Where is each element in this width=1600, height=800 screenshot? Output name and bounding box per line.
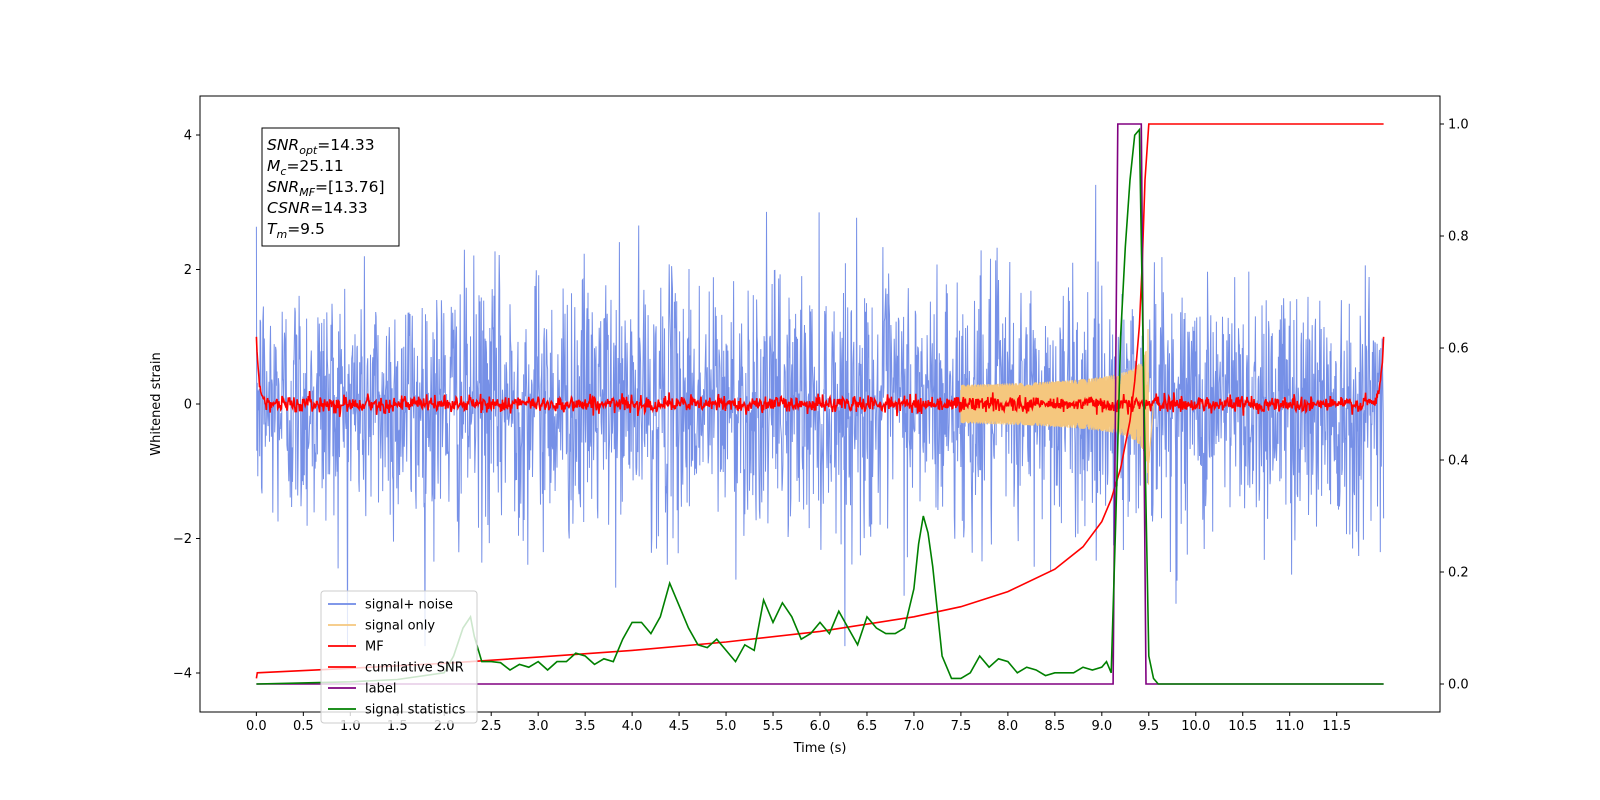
- series-mf: [255, 336, 1385, 418]
- legend-entry-label: MF: [365, 640, 384, 655]
- legend-entry-label: signal+ noise: [365, 598, 453, 613]
- x-tick-label: 0.5: [293, 719, 314, 734]
- series-signal-only: [960, 328, 1155, 485]
- x-tick-label: 9.5: [1138, 719, 1159, 734]
- x-tick-label: 3.0: [528, 719, 549, 734]
- legend-frame: [320, 590, 478, 724]
- x-tick-label: 8.0: [998, 719, 1019, 734]
- legend-entry-label: signal statistics: [365, 703, 466, 718]
- y-tick-label: 0: [184, 398, 192, 413]
- info-box-line: SNRMF=[13.76]: [267, 178, 385, 199]
- y2-tick-label: 0.8: [1448, 230, 1469, 245]
- info-box-frame: [261, 127, 400, 247]
- y2-tick-label: 1.0: [1448, 118, 1469, 133]
- y-tick-label: −2: [173, 532, 192, 547]
- x-tick-label: 8.5: [1045, 719, 1066, 734]
- x-tick-label: 6.0: [810, 719, 831, 734]
- legend-entry-label: cumilative SNR: [365, 661, 464, 676]
- x-tick-label: 10.0: [1181, 719, 1210, 734]
- x-tick-label: 7.5: [951, 719, 972, 734]
- x-axis-label: Time (s): [793, 741, 847, 756]
- info-box-line: CSNR=14.33: [267, 199, 368, 217]
- plot-area: [255, 123, 1385, 685]
- x-tick-label: 10.5: [1228, 719, 1257, 734]
- y-tick-label: 2: [184, 263, 192, 278]
- x-tick-label: 11.5: [1322, 719, 1351, 734]
- series-signal-noise: [255, 184, 1385, 647]
- x-tick-label: 11.0: [1275, 719, 1304, 734]
- series-cumulative-snr: [255, 123, 1384, 679]
- legend: signal+ noise signal only MF cumilative SNR…: [320, 590, 478, 724]
- x-tick-label: 2.5: [481, 719, 502, 734]
- info-box-line: Mc=25.11: [267, 157, 344, 178]
- y2-tick-label: 0.2: [1448, 566, 1469, 581]
- x-tick-label: 9.0: [1091, 719, 1112, 734]
- x-tick-label: 3.5: [575, 719, 596, 734]
- info-box: SNRopt=14.33Mc=25.11SNRMF=[13.76]CSNR=14…: [261, 127, 400, 247]
- legend-entry-label: signal only: [365, 619, 435, 634]
- series-signal-statistics: [256, 127, 1384, 685]
- x-tick-label: 5.0: [716, 719, 737, 734]
- y2-tick-label: 0.6: [1448, 342, 1469, 357]
- x-tick-label: 4.5: [669, 719, 690, 734]
- x-tick-label: 4.0: [622, 719, 643, 734]
- y-axis-label: Whitened strain: [149, 352, 164, 455]
- y-tick-label: 4: [184, 129, 192, 144]
- legend-entry-label: label: [365, 682, 396, 697]
- x-tick-label: 7.0: [904, 719, 925, 734]
- info-box-line: SNRopt=14.33: [267, 136, 375, 157]
- y-tick-label: −4: [173, 666, 192, 681]
- x-tick-label: 6.5: [857, 719, 878, 734]
- x-tick-label: 5.5: [763, 719, 784, 734]
- info-box-line: Tm=9.5: [267, 220, 325, 241]
- y2-tick-label: 0.0: [1448, 678, 1469, 693]
- x-tick-label: 0.0: [246, 719, 267, 734]
- y2-tick-label: 0.4: [1448, 454, 1469, 469]
